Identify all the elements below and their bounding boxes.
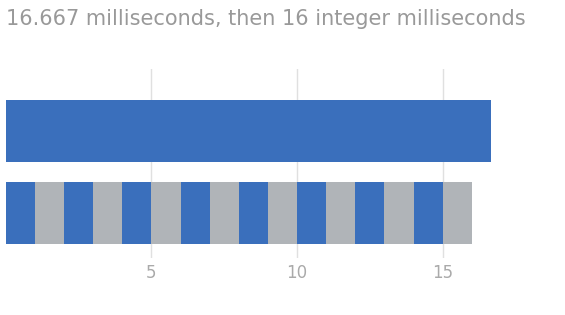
Bar [414,182,443,244]
Bar [6,182,35,244]
Bar [239,182,268,244]
Bar [180,182,210,244]
Bar [443,182,472,244]
Bar [93,182,122,244]
Bar [210,182,239,244]
Bar [6,100,492,162]
Bar [35,182,64,244]
Text: 16.667 milliseconds, then 16 integer milliseconds: 16.667 milliseconds, then 16 integer mil… [6,9,525,29]
Bar [385,182,414,244]
Bar [64,182,93,244]
Bar [297,182,326,244]
Bar [268,182,297,244]
Bar [326,182,355,244]
Bar [151,182,180,244]
Bar [355,182,385,244]
Bar [122,182,151,244]
